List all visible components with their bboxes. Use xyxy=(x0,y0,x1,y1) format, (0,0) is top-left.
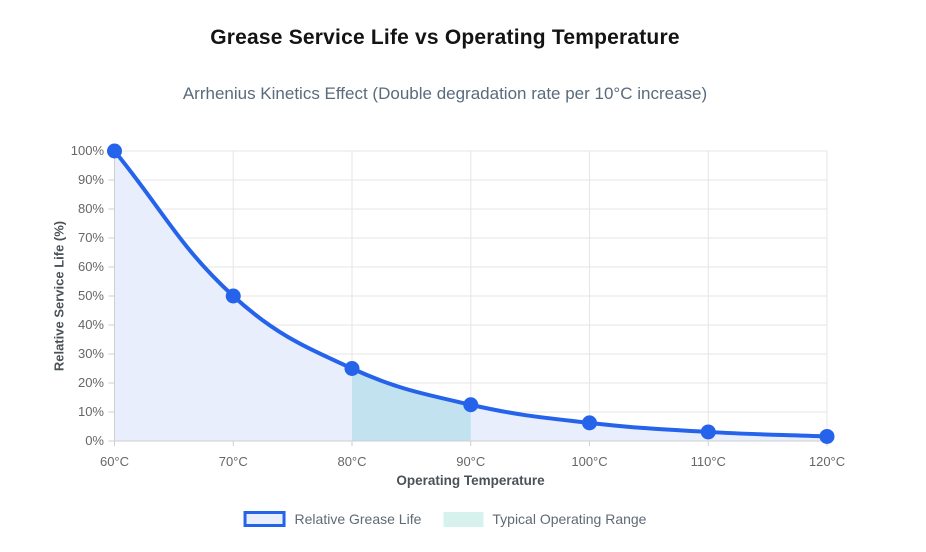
data-point-120[interactable] xyxy=(819,428,835,444)
y-tick-label: 50% xyxy=(77,288,104,303)
x-tick-label: 60°C xyxy=(99,454,130,469)
legend: Relative Grease Life Typical Operating R… xyxy=(243,511,646,527)
legend-swatch-grease-life-icon xyxy=(243,511,286,527)
data-point-100[interactable] xyxy=(582,415,597,431)
x-axis-title: Operating Temperature xyxy=(396,473,545,488)
x-tick-label: 120°C xyxy=(808,454,846,469)
y-tick-label: 40% xyxy=(77,317,104,332)
legend-label-grease-life: Relative Grease Life xyxy=(294,511,422,527)
data-point-70[interactable] xyxy=(225,288,241,304)
data-point-80[interactable] xyxy=(344,361,360,376)
data-point-110[interactable] xyxy=(700,424,716,440)
y-tick-label: 10% xyxy=(77,404,104,419)
y-tick-label: 100% xyxy=(70,143,104,158)
x-tick-label: 110°C xyxy=(690,454,726,469)
y-tick-label: 90% xyxy=(77,172,104,187)
legend-swatch-operating-range-icon xyxy=(443,511,484,527)
legend-item-grease-life[interactable]: Relative Grease Life xyxy=(243,511,422,527)
y-tick-label: 30% xyxy=(77,346,104,361)
y-tick-label: 60% xyxy=(77,259,104,274)
legend-item-operating-range[interactable]: Typical Operating Range xyxy=(443,511,646,527)
x-tick-label: 90°C xyxy=(456,454,486,469)
x-tick-label: 70°C xyxy=(218,454,248,469)
y-tick-label: 0% xyxy=(85,433,104,448)
operating-range-band xyxy=(352,368,471,441)
chart-subtitle: Arrhenius Kinetics Effect (Double degrad… xyxy=(182,84,708,103)
data-point-60[interactable] xyxy=(107,143,122,159)
series-area-fill xyxy=(114,151,827,441)
x-tick-label: 100°C xyxy=(571,454,608,469)
data-point-90[interactable] xyxy=(463,397,479,413)
y-tick-label: 20% xyxy=(77,375,104,390)
x-tick-label: 80°C xyxy=(337,454,367,469)
chart-title: Grease Service Life vs Operating Tempera… xyxy=(210,26,680,49)
legend-label-operating-range: Typical Operating Range xyxy=(492,511,647,527)
y-tick-label: 80% xyxy=(77,201,104,216)
y-tick-label: 70% xyxy=(77,230,104,245)
